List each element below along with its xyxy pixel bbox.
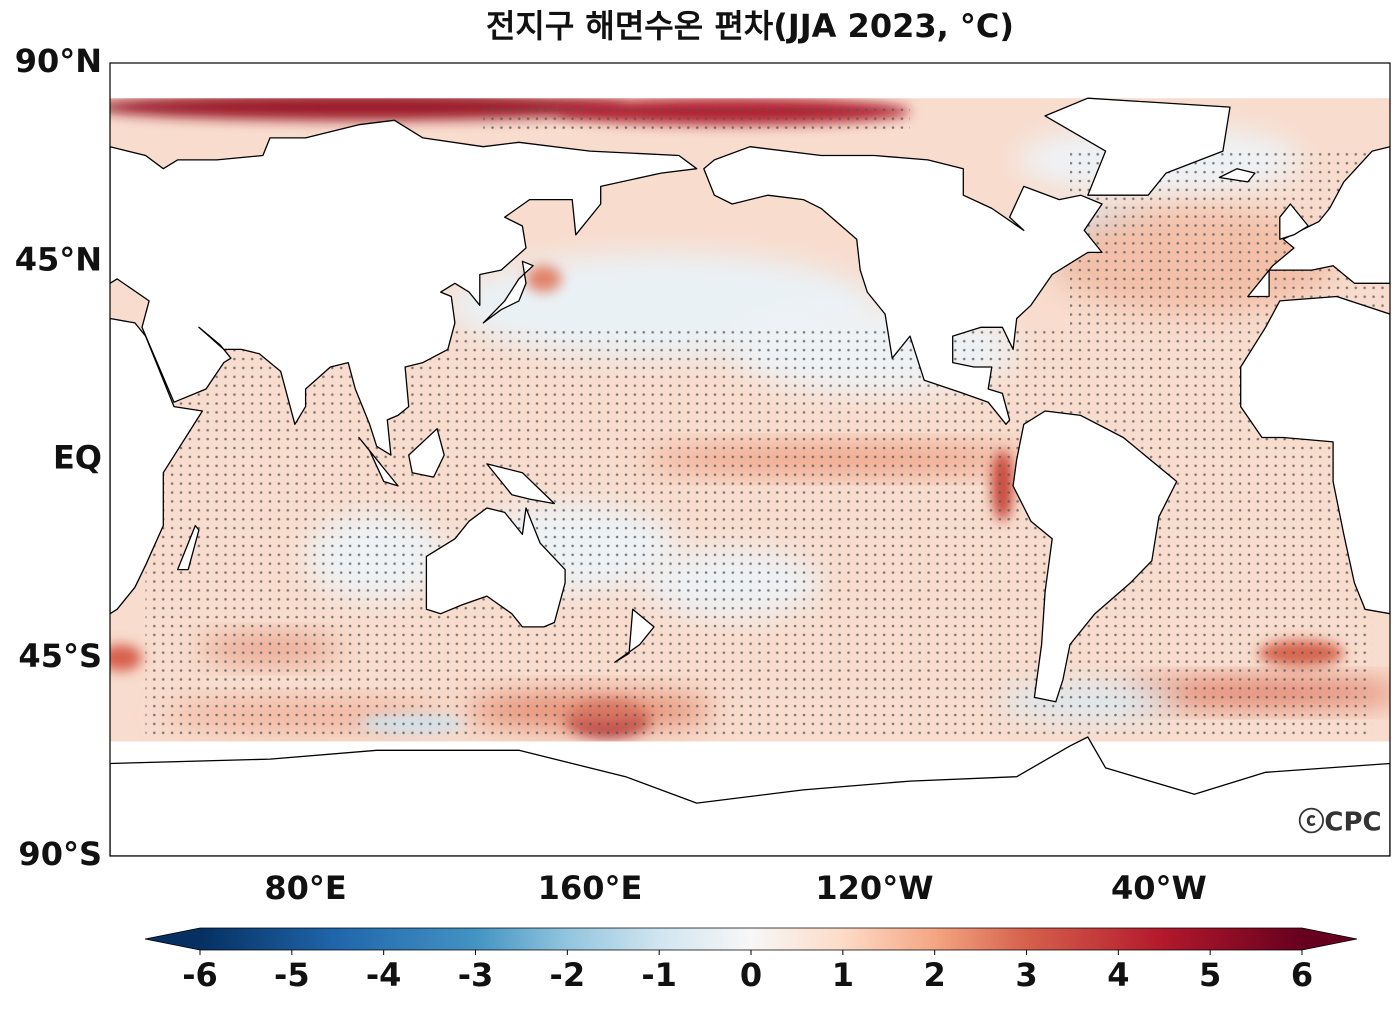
land (1247, 146, 1390, 298)
land (1012, 410, 1178, 703)
colorbar-extend-low (145, 928, 200, 950)
map-frame (109, 62, 1391, 857)
map (110, 63, 1390, 856)
colorbar-body (200, 928, 1302, 950)
no-data (110, 63, 1390, 99)
lat-label: 45°S (18, 637, 102, 675)
land (1044, 97, 1231, 196)
land (408, 428, 445, 478)
land (110, 119, 698, 456)
colorbar-tick-label: -4 (366, 956, 402, 994)
land (486, 463, 556, 505)
lat-label: 45°N (15, 240, 102, 278)
colorbar-tick-label: 1 (832, 956, 854, 994)
colorbar-tick-label: -2 (550, 956, 586, 994)
colorbar-extend-high (1302, 928, 1357, 950)
colorbar-tick-label: -3 (458, 956, 494, 994)
land (614, 608, 655, 663)
colorbar-tick-label: 5 (1199, 956, 1221, 994)
land (110, 736, 1390, 856)
lat-label: EQ (53, 439, 102, 477)
land (1218, 168, 1256, 183)
stippling (145, 327, 1373, 738)
credit: ⓒCPC (1298, 807, 1381, 838)
title: 전지구 해면수온 편차(JJA 2023, °C) (486, 7, 1014, 45)
lat-label: 90°S (18, 835, 102, 873)
colorbar-tick-label: 4 (1107, 956, 1129, 994)
colorbar-tick-label: -6 (182, 956, 218, 994)
land (1279, 203, 1309, 240)
anomaly-patch (525, 265, 562, 293)
land (358, 436, 399, 487)
land (176, 524, 200, 571)
lon-label: 120°W (815, 869, 933, 907)
colorbar-tick-label: 0 (740, 956, 762, 994)
land (482, 260, 534, 324)
lat-label: 90°N (15, 42, 102, 80)
land (110, 317, 204, 615)
lon-label: 80°E (264, 869, 346, 907)
colorbar-tick-label: -5 (274, 956, 310, 994)
lon-label: 40°W (1111, 869, 1207, 907)
colorbar-tick-label: 6 (1291, 956, 1313, 994)
anomaly-patch (110, 644, 143, 671)
colorbar: -6 -5 -4 -3 -2 -1 0 1 2 3 4 5 6 (144, 927, 1358, 994)
stippling (483, 107, 910, 134)
colorbar-tick-label: 2 (924, 956, 946, 994)
land (425, 507, 566, 628)
land (703, 146, 1103, 425)
colorbar-tick-label: 3 (1015, 956, 1037, 994)
colorbar-tick-label: -1 (641, 956, 677, 994)
lon-label: 160°E (538, 869, 643, 907)
land (1240, 295, 1390, 615)
